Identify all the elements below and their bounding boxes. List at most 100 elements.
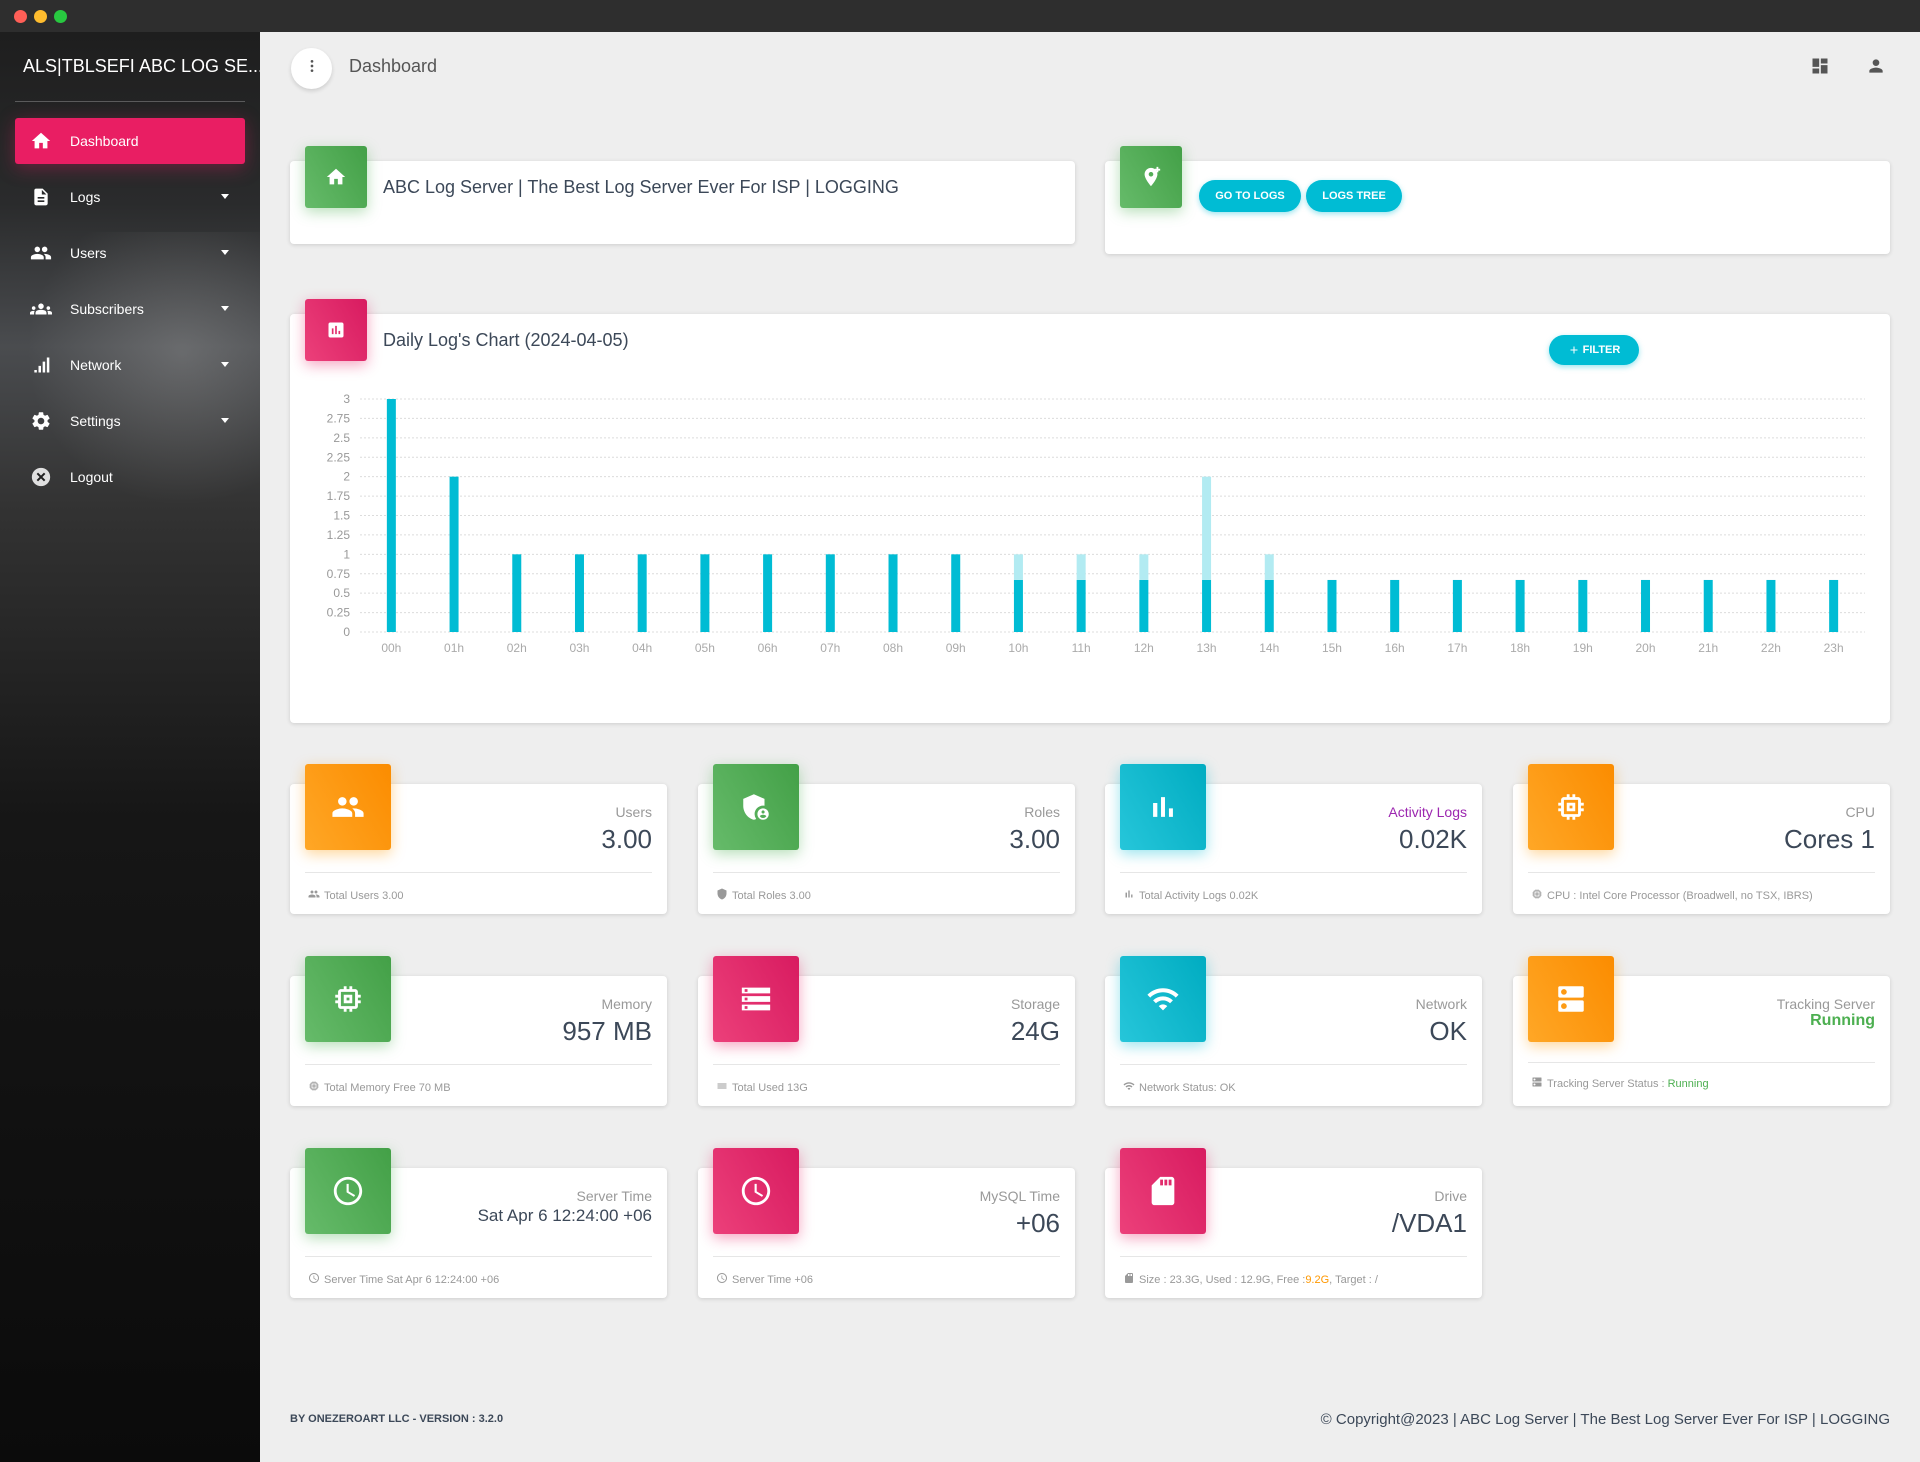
- person-icon[interactable]: [1864, 54, 1888, 78]
- chart-bar[interactable]: [1327, 579, 1337, 632]
- logs-tree-button[interactable]: LOGS TREE: [1306, 180, 1402, 212]
- chart-bar[interactable]: [888, 554, 898, 632]
- chart-bar[interactable]: [1264, 554, 1274, 580]
- stat-value: 957 MB: [562, 1016, 652, 1046]
- chart-bar[interactable]: [1202, 476, 1212, 580]
- y-tick-label: 2.25: [327, 450, 351, 464]
- stat-divider: [305, 1256, 652, 1257]
- chart-bar[interactable]: [1578, 579, 1588, 632]
- chip-icon: [1531, 888, 1547, 903]
- chart-bar[interactable]: [825, 554, 835, 632]
- sidebar-item-label: Logs: [70, 189, 101, 205]
- clock-icon: [308, 1272, 324, 1287]
- stat-footer: Server Time Sat Apr 6 12:24:00 +06: [308, 1272, 499, 1287]
- y-tick-label: 1.25: [327, 528, 351, 542]
- stat-footer-text: Size : 23.3G, Used : 12.9G, Free :: [1139, 1273, 1306, 1286]
- x-tick-label: 01h: [444, 641, 464, 655]
- sidebar-item-settings[interactable]: Settings: [15, 398, 245, 444]
- window-close-button[interactable]: [14, 10, 27, 23]
- chart-bar[interactable]: [1139, 554, 1149, 580]
- chart-bar[interactable]: [1766, 579, 1776, 632]
- stat-value: 24G: [1010, 1016, 1060, 1046]
- chart-bar[interactable]: [449, 476, 459, 632]
- y-tick-label: 1: [343, 547, 350, 561]
- filter-button[interactable]: FILTER: [1549, 335, 1639, 365]
- gear-icon: [30, 410, 52, 432]
- chart-bar[interactable]: [1390, 579, 1400, 632]
- stat-category: Server Time: [576, 1188, 652, 1204]
- stat-category: MySQL Time: [979, 1188, 1060, 1204]
- stat-category: Roles: [1024, 804, 1060, 820]
- chart-bar[interactable]: [1013, 579, 1023, 632]
- wifi-icon: [1123, 1080, 1139, 1095]
- chart-bar[interactable]: [386, 399, 396, 632]
- sidebar-item-network[interactable]: Network: [15, 342, 245, 388]
- stat-divider: [1120, 872, 1467, 873]
- stat-card-users: Users 3.00 Total Users 3.00: [290, 764, 667, 914]
- page-title: Dashboard: [349, 56, 438, 76]
- y-tick-label: 0: [343, 625, 350, 639]
- chart-bar[interactable]: [1076, 579, 1086, 632]
- stat-divider: [1528, 872, 1875, 873]
- x-tick-label: 19h: [1573, 641, 1593, 655]
- sidebar-item-logs[interactable]: Logs: [15, 174, 245, 220]
- bar-chart-icon: [305, 299, 367, 361]
- chart-bar[interactable]: [637, 554, 647, 632]
- chart-bar[interactable]: [951, 554, 961, 632]
- window-maximize-button[interactable]: [54, 10, 67, 23]
- chart-bar[interactable]: [1264, 579, 1274, 632]
- admin-shield-icon: [713, 764, 799, 850]
- brand-mini: ALS|TBLSEFI: [23, 56, 135, 76]
- stat-value: 3.00: [601, 824, 652, 854]
- x-tick-label: 07h: [820, 641, 840, 655]
- chart-bar[interactable]: [1703, 579, 1713, 632]
- chart-bar[interactable]: [1452, 579, 1462, 632]
- chart-bar[interactable]: [763, 554, 773, 632]
- y-tick-label: 2.5: [333, 431, 350, 445]
- stat-category: CPU: [1845, 804, 1875, 820]
- x-tick-label: 22h: [1761, 641, 1781, 655]
- chart-bar[interactable]: [1829, 579, 1839, 632]
- x-tick-label: 03h: [569, 641, 589, 655]
- stat-card-mysql-time: MySQL Time +06 Server Time +06: [698, 1148, 1075, 1298]
- sidebar-toggle-button[interactable]: [291, 48, 332, 89]
- x-tick-label: 08h: [883, 641, 903, 655]
- window-titlebar: [0, 0, 1920, 32]
- chart-bar[interactable]: [1139, 579, 1149, 632]
- stat-footer-text: Total Used 13G: [732, 1081, 808, 1094]
- dashboard-grid-icon[interactable]: [1808, 54, 1832, 78]
- chart-bar[interactable]: [1515, 579, 1525, 632]
- stat-footer: Network Status: OK: [1123, 1080, 1236, 1095]
- stat-card-storage: Storage 24G Total Used 13G: [698, 956, 1075, 1106]
- document-icon: [30, 186, 52, 208]
- sidebar-item-users[interactable]: Users: [15, 230, 245, 276]
- chart-bar[interactable]: [512, 554, 522, 632]
- stat-card-network: Network OK Network Status: OK: [1105, 956, 1482, 1106]
- chart-bar[interactable]: [700, 554, 710, 632]
- storage-icon: [713, 956, 799, 1042]
- chart-bar[interactable]: [1013, 554, 1023, 580]
- sidebar-item-dashboard[interactable]: Dashboard: [15, 118, 245, 164]
- window-minimize-button[interactable]: [34, 10, 47, 23]
- sidebar-item-subscribers[interactable]: Subscribers: [15, 286, 245, 332]
- y-tick-label: 2: [343, 470, 350, 484]
- stat-category: Drive: [1434, 1188, 1467, 1204]
- go-to-logs-button[interactable]: GO TO LOGS: [1199, 180, 1301, 212]
- sidebar-item-logout[interactable]: Logout: [15, 454, 245, 500]
- sidebar-brand[interactable]: ALS|TBLSEFI ABC LOG SE...: [15, 32, 260, 102]
- stat-category: Memory: [601, 996, 652, 1012]
- bar-chart-icon: [1120, 764, 1206, 850]
- x-tick-label: 16h: [1385, 641, 1405, 655]
- chart-bar[interactable]: [1641, 579, 1651, 632]
- stat-footer-text: CPU : Intel Core Processor (Broadwell, n…: [1547, 889, 1813, 902]
- stat-divider: [713, 872, 1060, 873]
- home-icon: [30, 130, 52, 152]
- stat-card-tracking-server: Tracking Server Running Tracking Server St…: [1513, 956, 1890, 1106]
- chevron-down-icon: [221, 362, 229, 367]
- chart-bar[interactable]: [574, 554, 584, 632]
- chart-bar[interactable]: [1076, 554, 1086, 580]
- x-tick-label: 23h: [1824, 641, 1844, 655]
- chart-bar[interactable]: [1202, 579, 1212, 632]
- sd-card-icon: [1120, 1148, 1206, 1234]
